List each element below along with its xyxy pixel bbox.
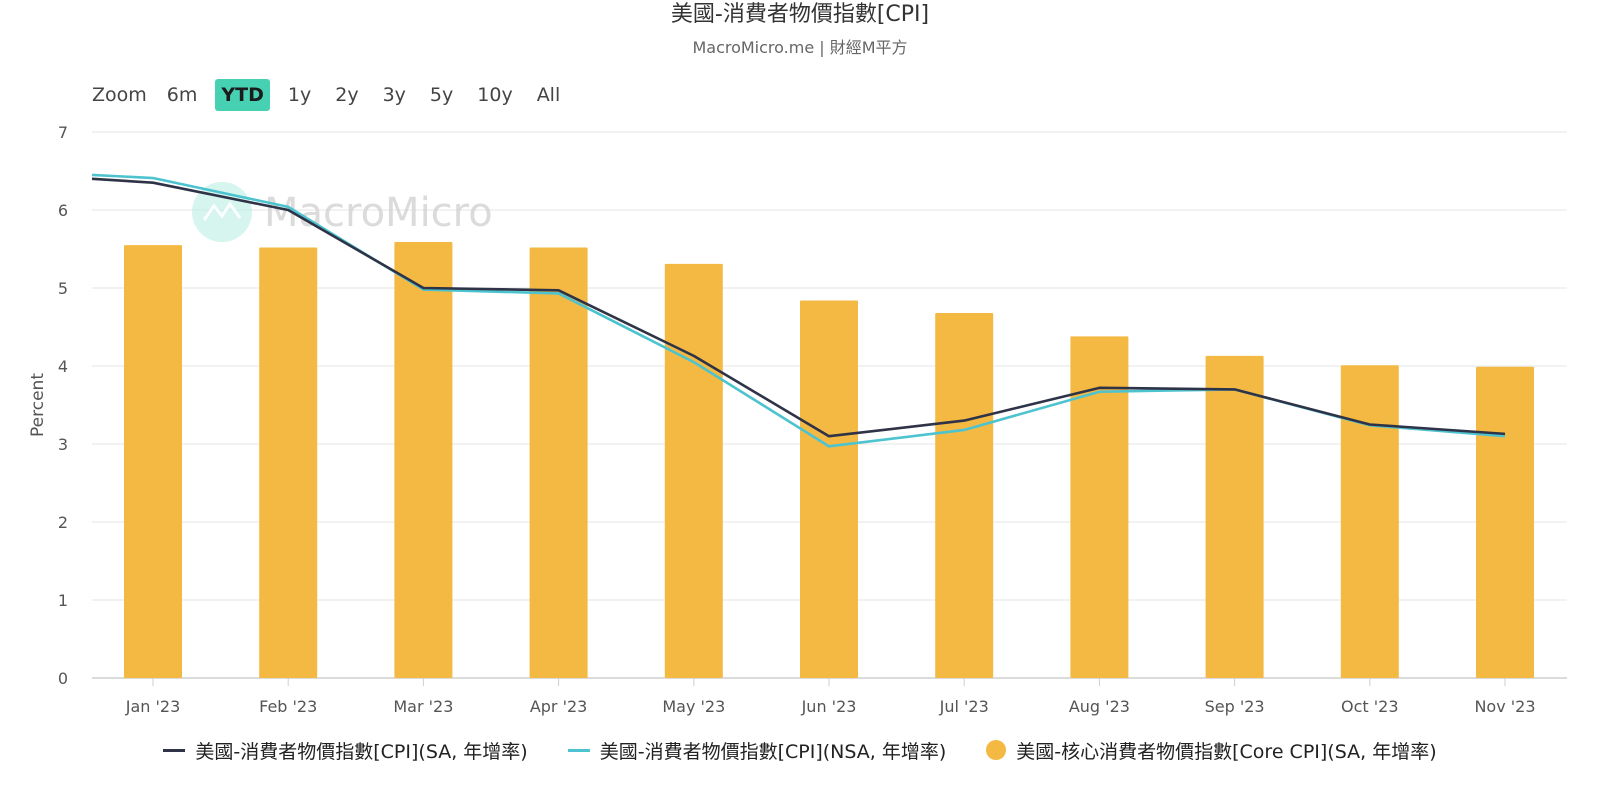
x-tick-label: Oct '23 <box>1341 697 1399 716</box>
x-tick-label: May '23 <box>662 697 725 716</box>
core-cpi-bar <box>800 300 858 678</box>
legend-label-core: 美國-核心消費者物價指數[Core CPI](SA, 年增率) <box>1016 740 1437 763</box>
watermark-logo-icon <box>192 182 252 242</box>
zoom-6m-button[interactable]: 6m <box>166 84 198 106</box>
zoom-1y-button[interactable]: 1y <box>287 84 312 106</box>
legend-dot-symbol <box>986 740 1007 760</box>
zoom-bar: Zoom 6m YTD 1y 2y 3y 5y 10y All <box>84 78 572 112</box>
zoom-label: Zoom <box>92 84 147 106</box>
x-tick-label: Apr '23 <box>530 697 588 716</box>
watermark-logo-mark <box>202 201 242 221</box>
y-tick-label: 2 <box>58 513 68 532</box>
x-tick-label: Feb '23 <box>259 697 317 716</box>
zoom-3y-button[interactable]: 3y <box>382 84 406 106</box>
legend-label-sa: 美國-消費者物價指數[CPI](SA, 年增率) <box>195 740 528 763</box>
legend-item-sa[interactable]: 美國-消費者物價指數[CPI](SA, 年增率) <box>163 737 528 764</box>
zoom-all-button[interactable]: All <box>536 84 561 106</box>
core-cpi-bar <box>1205 355 1264 678</box>
zoom-5y-button[interactable]: 5y <box>429 84 454 106</box>
x-tick-label: Sep '23 <box>1205 697 1265 716</box>
x-tick-label: Jan '23 <box>125 697 181 716</box>
x-tick-label: Nov '23 <box>1474 697 1535 716</box>
legend: 美國-消費者物價指數[CPI](SA, 年增率) 美國-消費者物價指數[CPI]… <box>0 735 1600 765</box>
zoom-ytd-button[interactable]: YTD <box>215 79 270 111</box>
cpi-sa-line <box>91 177 1506 438</box>
watermark-text: MacroMicro <box>264 190 493 236</box>
legend-item-nsa[interactable]: 美國-消費者物價指數[CPI](NSA, 年增率) <box>567 737 947 764</box>
core-cpi-bar <box>935 312 994 678</box>
y-tick-label: 3 <box>58 435 68 454</box>
core-cpi-bar <box>1070 336 1129 678</box>
x-tick-label: Jul '23 <box>939 697 989 716</box>
legend-line-symbol <box>567 748 590 752</box>
legend-item-core[interactable]: 美國-核心消費者物價指數[Core CPI](SA, 年增率) <box>986 737 1437 764</box>
core-cpi-bar <box>124 245 182 678</box>
y-tick-label: 4 <box>58 357 68 376</box>
chart-subtitle: MacroMicro.me | 財經M平方 <box>692 38 908 57</box>
core-cpi-bar <box>529 247 588 678</box>
legend-label-nsa: 美國-消費者物價指數[CPI](NSA, 年增率) <box>599 740 947 763</box>
chart-title: 美國-消費者物價指數[CPI] <box>670 2 930 27</box>
core-cpi-bar <box>259 247 318 678</box>
y-tick-label: 0 <box>58 669 68 688</box>
chart-plot-area: 0 1 2 3 4 5 6 7 Percent MacroMicro Jan '23 Feb '23 M… <box>28 123 1567 716</box>
core-cpi-bar <box>394 241 453 679</box>
zoom-2y-button[interactable]: 2y <box>335 84 359 106</box>
y-tick-label: 1 <box>58 591 68 610</box>
y-tick-label: 7 <box>58 123 68 142</box>
zoom-10y-button[interactable]: 10y <box>477 84 513 106</box>
y-tick-label: 6 <box>58 201 68 220</box>
y-axis-title: Percent <box>28 373 48 437</box>
core-cpi-bar <box>1340 365 1399 678</box>
core-cpi-bar <box>1476 366 1534 678</box>
x-tick-label: Mar '23 <box>393 697 453 716</box>
core-cpi-bar <box>664 263 723 678</box>
legend-line-symbol <box>163 748 186 752</box>
x-tick-label: Aug '23 <box>1069 697 1130 716</box>
x-tick-label: Jun '23 <box>801 697 857 716</box>
y-tick-label: 5 <box>58 279 68 298</box>
